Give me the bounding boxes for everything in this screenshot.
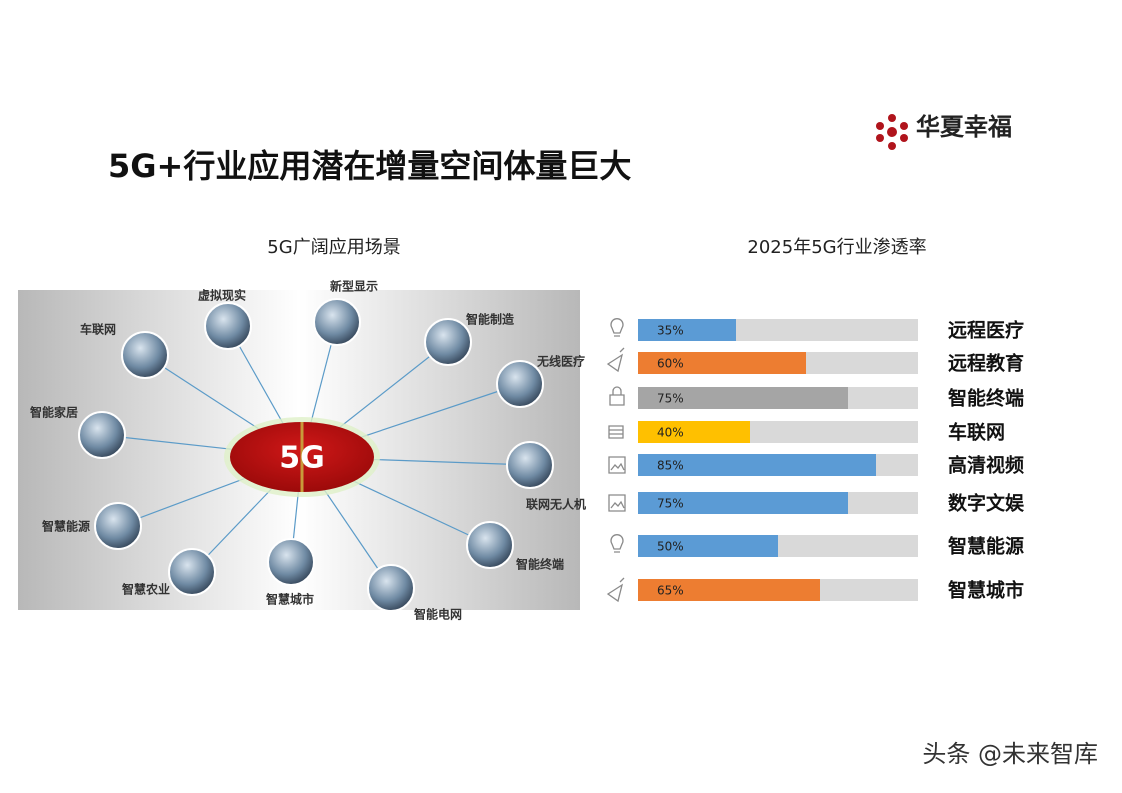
value-label: 75% — [657, 497, 684, 511]
bar — [638, 579, 820, 601]
value-label: 35% — [657, 324, 684, 338]
node-image — [466, 521, 514, 569]
node-label: 智能制造 — [465, 312, 515, 327]
category-label: 智慧能源 — [948, 535, 1024, 558]
value-label: 65% — [657, 584, 684, 598]
node-label: 联网无人机 — [526, 497, 586, 512]
value-label: 60% — [657, 357, 684, 371]
bar — [638, 319, 736, 341]
category-label: 数字文娱 — [948, 492, 1025, 515]
node-image — [168, 548, 216, 596]
value-label: 75% — [657, 392, 684, 406]
bar — [638, 535, 778, 557]
logo-text: 华夏幸福 — [916, 113, 1012, 141]
node-image — [267, 538, 315, 586]
diagram-title: 5G广阔应用场景 — [267, 237, 400, 258]
value-label: 50% — [657, 540, 684, 554]
logo: 华夏幸福 — [876, 113, 1012, 150]
node-image — [121, 331, 169, 379]
node-label: 智能电网 — [413, 607, 462, 622]
node-image — [424, 318, 472, 366]
value-label: 40% — [657, 426, 684, 440]
category-label: 智能终端 — [948, 387, 1024, 410]
watermark: 头条 @未来智库 — [922, 740, 1098, 768]
node-label: 智能家居 — [29, 405, 78, 420]
node-label: 智能终端 — [515, 557, 564, 572]
node-image — [496, 360, 544, 408]
node-label: 车联网 — [80, 322, 116, 337]
category-label: 远程医疗 — [948, 319, 1024, 342]
value-label: 85% — [657, 459, 684, 473]
bar — [638, 454, 876, 476]
bar — [638, 352, 806, 374]
bar — [638, 492, 848, 514]
node-label: 智慧城市 — [265, 592, 314, 607]
node-label: 新型显示 — [330, 279, 378, 294]
category-label: 智慧城市 — [948, 579, 1024, 602]
category-label: 远程教育 — [948, 352, 1024, 375]
diagram: 车联网 虚拟现实 新型显示智能制造无线医疗智能家居联网无人机智慧能源智能终端智慧农业… — [29, 279, 586, 622]
slide-title: 5G+行业应用潜在增量空间体量巨大 — [108, 147, 631, 185]
category-label: 高清视频 — [948, 454, 1024, 477]
node-image — [94, 502, 142, 550]
node-image — [367, 564, 415, 612]
node-label: 虚拟现实 — [198, 288, 246, 303]
bar — [638, 421, 750, 443]
chart-title: 2025年5G行业渗透率 — [747, 237, 926, 258]
node-label: 智慧能源 — [41, 519, 90, 534]
node-label: 无线医疗 — [536, 354, 585, 369]
node-image — [204, 302, 252, 350]
node-image — [313, 298, 361, 346]
hub-label: 5G — [279, 441, 325, 476]
category-label: 车联网 — [948, 421, 1005, 444]
row-icons — [606, 318, 626, 603]
node-image — [506, 441, 554, 489]
node-label: 智慧农业 — [121, 582, 170, 597]
node-image — [78, 411, 126, 459]
bar — [638, 387, 848, 409]
